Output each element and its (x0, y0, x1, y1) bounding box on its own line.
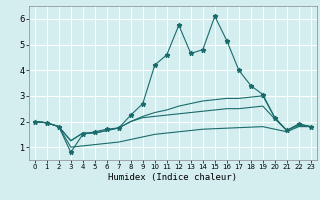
X-axis label: Humidex (Indice chaleur): Humidex (Indice chaleur) (108, 173, 237, 182)
